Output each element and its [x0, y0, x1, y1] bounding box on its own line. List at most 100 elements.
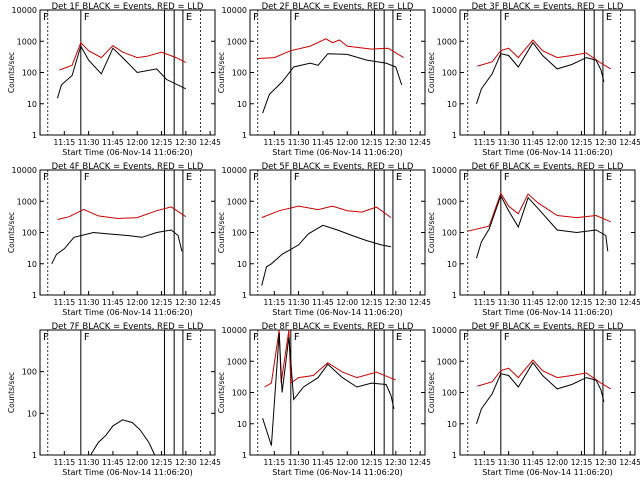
x-axis-label: Start Time (06-Nov-14 11:06:20) — [482, 308, 612, 317]
y-tick-label: 10000 — [12, 6, 37, 15]
x-tick-label: 12:45 — [199, 298, 221, 307]
y-tick-label: 10000 — [222, 166, 247, 175]
marker-label: F — [84, 332, 90, 343]
x-tick-label: 12:45 — [199, 458, 221, 467]
x-tick-label: 11:30 — [288, 458, 310, 467]
x-tick-label: 11:30 — [288, 138, 310, 147]
chart-title: Det 5F BLACK = Events, RED = LLD — [262, 162, 414, 172]
x-tick-label: 11:45 — [102, 298, 124, 307]
y-tick-label: 100 — [442, 229, 457, 238]
y-tick-label: 1 — [452, 131, 457, 140]
y-tick-label: 1 — [452, 291, 457, 300]
y-axis-label: Counts/sec — [217, 212, 226, 253]
x-axis-label: Start Time (06-Nov-14 11:06:20) — [482, 468, 612, 477]
y-tick-label: 10 — [27, 409, 37, 418]
y-tick-label: 1 — [32, 291, 37, 300]
x-tick-label: 12:15 — [361, 458, 383, 467]
x-axis-label: Start Time (06-Nov-14 11:06:20) — [62, 468, 192, 477]
x-tick-label: 11:45 — [312, 138, 334, 147]
x-tick-label: 11:45 — [312, 458, 334, 467]
x-tick-label: 11:30 — [498, 458, 520, 467]
x-axis-label: Start Time (06-Nov-14 11:06:20) — [272, 148, 402, 157]
lld-series-line — [57, 206, 187, 220]
y-tick-label: 10 — [27, 260, 37, 269]
plot-frame — [39, 169, 216, 296]
y-tick-label: 100 — [232, 69, 247, 78]
plot-frame — [249, 9, 426, 136]
y-tick-label: 10000 — [222, 6, 247, 15]
y-tick-label: 1000 — [227, 357, 247, 366]
events-series-line — [476, 361, 605, 424]
plot-frame — [39, 329, 216, 456]
y-tick-label: 10000 — [222, 326, 247, 335]
y-tick-label: 100 — [442, 69, 457, 78]
x-tick-label: 12:30 — [175, 138, 197, 147]
y-tick-label: 1000 — [17, 37, 37, 46]
marker-label: F — [294, 172, 300, 183]
x-tick-label: 12:45 — [619, 138, 640, 147]
events-series-line — [261, 224, 392, 286]
x-tick-label: 11:15 — [473, 458, 495, 467]
y-tick-label: 100 — [442, 389, 457, 398]
y-axis-label: Counts/sec — [427, 212, 436, 253]
events-series-line — [90, 419, 156, 456]
x-tick-label: 11:30 — [498, 138, 520, 147]
x-tick-label: 12:00 — [546, 298, 568, 307]
x-tick-label: 12:00 — [336, 138, 358, 147]
y-tick-label: 100 — [22, 229, 37, 238]
x-tick-label: 12:00 — [336, 458, 358, 467]
x-tick-label: 12:00 — [126, 138, 148, 147]
y-tick-label: 1000 — [227, 197, 247, 206]
marker-label: E — [606, 12, 612, 23]
x-axis-label: Start Time (06-Nov-14 11:06:20) — [62, 308, 192, 317]
y-axis-label: Counts/sec — [217, 52, 226, 93]
marker-label: E — [186, 332, 192, 343]
marker-label: F — [463, 12, 469, 23]
y-tick-label: 100 — [232, 389, 247, 398]
y-axis-label: Counts/sec — [7, 212, 16, 253]
plot-frame — [459, 329, 636, 456]
x-tick-label: 12:45 — [199, 138, 221, 147]
marker-label: F — [84, 12, 90, 23]
x-axis-label: Start Time (06-Nov-14 11:06:20) — [272, 308, 402, 317]
marker-label: F — [463, 172, 469, 183]
y-tick-label: 1 — [242, 451, 247, 460]
x-axis-label: Start Time (06-Nov-14 11:06:20) — [272, 468, 402, 477]
marker-label: E — [606, 172, 612, 183]
lld-series-line — [59, 41, 187, 71]
y-tick-label: 1000 — [437, 357, 457, 366]
y-axis-label: Counts/sec — [427, 372, 436, 413]
x-tick-label: 11:30 — [498, 298, 520, 307]
marker-label: F — [84, 172, 90, 183]
x-tick-label: 11:15 — [263, 138, 285, 147]
y-tick-label: 1000 — [437, 37, 457, 46]
marker-label: E — [186, 172, 192, 183]
marker-label: F — [504, 332, 510, 343]
x-tick-label: 11:45 — [102, 138, 124, 147]
y-tick-label: 10000 — [432, 166, 457, 175]
y-tick-label: 10000 — [432, 326, 457, 335]
y-tick-label: 10 — [237, 100, 247, 109]
x-tick-label: 12:30 — [175, 298, 197, 307]
y-tick-label: 1 — [242, 131, 247, 140]
y-tick-label: 1000 — [437, 197, 457, 206]
x-tick-label: 12:15 — [571, 298, 593, 307]
x-tick-label: 12:00 — [336, 298, 358, 307]
x-tick-label: 11:15 — [263, 298, 285, 307]
marker-label: F — [43, 332, 49, 343]
events-series-line — [476, 41, 605, 104]
x-tick-label: 11:45 — [522, 138, 544, 147]
marker-label: F — [253, 172, 259, 183]
marker-label: E — [606, 332, 612, 343]
marker-label: F — [43, 12, 49, 23]
marker-label: E — [186, 12, 192, 23]
x-tick-label: 12:45 — [619, 458, 640, 467]
x-tick-label: 12:15 — [151, 298, 173, 307]
x-tick-label: 12:15 — [361, 298, 383, 307]
